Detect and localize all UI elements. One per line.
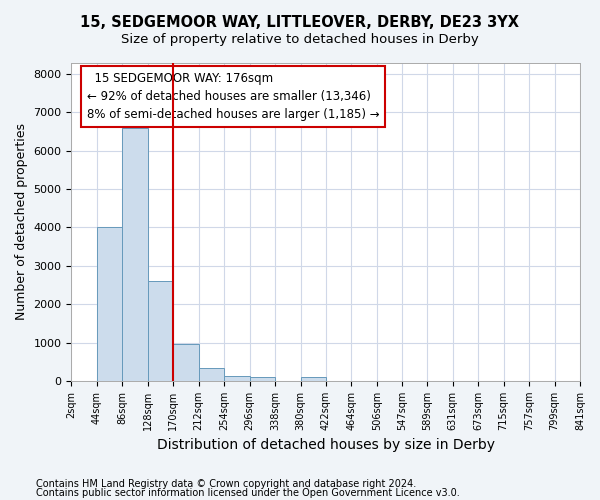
- Text: 15, SEDGEMOOR WAY, LITTLEOVER, DERBY, DE23 3YX: 15, SEDGEMOOR WAY, LITTLEOVER, DERBY, DE…: [80, 15, 520, 30]
- X-axis label: Distribution of detached houses by size in Derby: Distribution of detached houses by size …: [157, 438, 495, 452]
- Bar: [199, 368, 224, 381]
- Text: Size of property relative to detached houses in Derby: Size of property relative to detached ho…: [121, 32, 479, 46]
- Bar: [250, 377, 275, 381]
- Bar: [301, 377, 326, 381]
- Text: Contains public sector information licensed under the Open Government Licence v3: Contains public sector information licen…: [36, 488, 460, 498]
- Text: Contains HM Land Registry data © Crown copyright and database right 2024.: Contains HM Land Registry data © Crown c…: [36, 479, 416, 489]
- Bar: [148, 281, 173, 381]
- Bar: [122, 128, 148, 381]
- Bar: [224, 376, 250, 381]
- Bar: [97, 228, 122, 381]
- Bar: [173, 344, 199, 381]
- Y-axis label: Number of detached properties: Number of detached properties: [15, 123, 28, 320]
- Text: 15 SEDGEMOOR WAY: 176sqm  
← 92% of detached houses are smaller (13,346)
8% of s: 15 SEDGEMOOR WAY: 176sqm ← 92% of detach…: [86, 72, 379, 121]
